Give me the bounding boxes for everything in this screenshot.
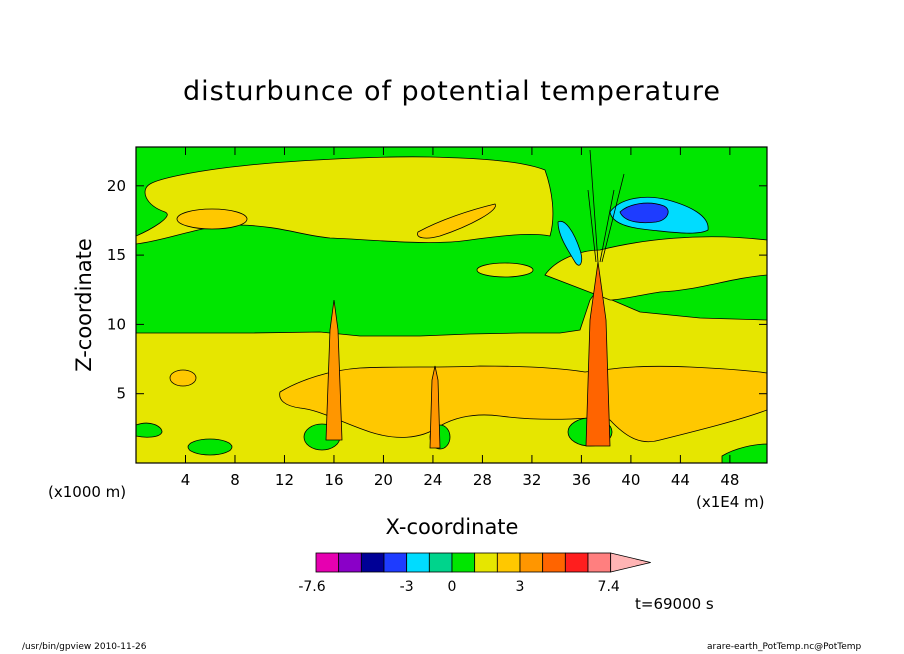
colorbar-tick-label: 7.4 (598, 579, 620, 595)
x-tick-label: 4 (181, 471, 191, 489)
colorbar-cell (542, 552, 566, 573)
colorbar-tick-label: -3 (400, 579, 414, 595)
colorbar-cell (451, 552, 476, 573)
x-tick-label: 44 (671, 471, 690, 489)
cold-anomaly-core (619, 202, 669, 224)
x-tick-label: 16 (324, 471, 343, 489)
footer-program: /usr/bin/gpview 2010-11-26 (22, 642, 147, 652)
warm-lens-middle (417, 203, 496, 239)
colorbar-cell (406, 552, 430, 573)
colorbar-cell (360, 552, 385, 573)
storm-tower-16 (325, 299, 343, 441)
colorbar-cell (315, 552, 340, 573)
colorbar-cell (338, 552, 362, 573)
x-tick-label: 24 (423, 471, 442, 489)
footer-source: arare-earth_PotTemp.nc@PotTemp (707, 642, 862, 652)
x-tick-label: 36 (572, 471, 591, 489)
x-axis-label: X-coordinate (385, 515, 519, 539)
x-tick-label: 32 (522, 471, 541, 489)
colorbar-tick-label: 0 (448, 579, 457, 595)
surface-cool-right (721, 443, 767, 463)
surface-cool-2 (187, 438, 233, 456)
warm-lens-left (176, 208, 248, 230)
colorbar-cell (474, 552, 498, 573)
colorbar-tick-label: -7.6 (298, 579, 325, 595)
y-tick-label: 15 (107, 246, 126, 264)
plot-frame (135, 146, 768, 464)
warm-spot (169, 369, 197, 387)
x-unit-right: (x1E4 m) (696, 493, 765, 511)
y-tick-label: 10 (107, 315, 126, 333)
plot-area (136, 147, 767, 463)
x-tick-label: 48 (720, 471, 739, 489)
x-tick-label: 8 (230, 471, 240, 489)
lower-warm-core (279, 365, 767, 443)
colorbar-cell (383, 552, 408, 573)
colorbar-cell (564, 552, 589, 573)
surface-cool-left (136, 422, 163, 438)
colorbar-cell (519, 552, 544, 573)
colorbar-extend-arrow (610, 552, 651, 573)
colorbar-cell (587, 552, 612, 573)
storm-tower-24 (429, 365, 441, 449)
colorbar-cell (496, 552, 521, 573)
colorbar-cell (428, 552, 453, 573)
time-label: t=69000 s (635, 595, 714, 613)
y-tick-label: 5 (116, 385, 126, 403)
x-tick-label: 20 (374, 471, 393, 489)
colorbar-tick-label: 3 (516, 579, 525, 595)
colorbar: -7.6 -3 0 3 7.4 (298, 552, 651, 595)
x-unit-left: (x1000 m) (48, 483, 127, 501)
storm-tower-37 (585, 261, 611, 447)
storm-anvil-37 (587, 149, 625, 263)
chart-title: disturbunce of potential temperature (183, 76, 721, 107)
y-axis: 5 10 15 20 (107, 177, 767, 403)
cold-streak (557, 220, 583, 266)
x-axis: 4 8 12 16 20 24 28 32 36 40 44 48 (181, 147, 739, 489)
warm-patch (476, 262, 534, 278)
y-tick-label: 20 (107, 177, 126, 195)
x-tick-label: 12 (275, 471, 294, 489)
x-tick-label: 40 (621, 471, 640, 489)
x-tick-label: 28 (473, 471, 492, 489)
